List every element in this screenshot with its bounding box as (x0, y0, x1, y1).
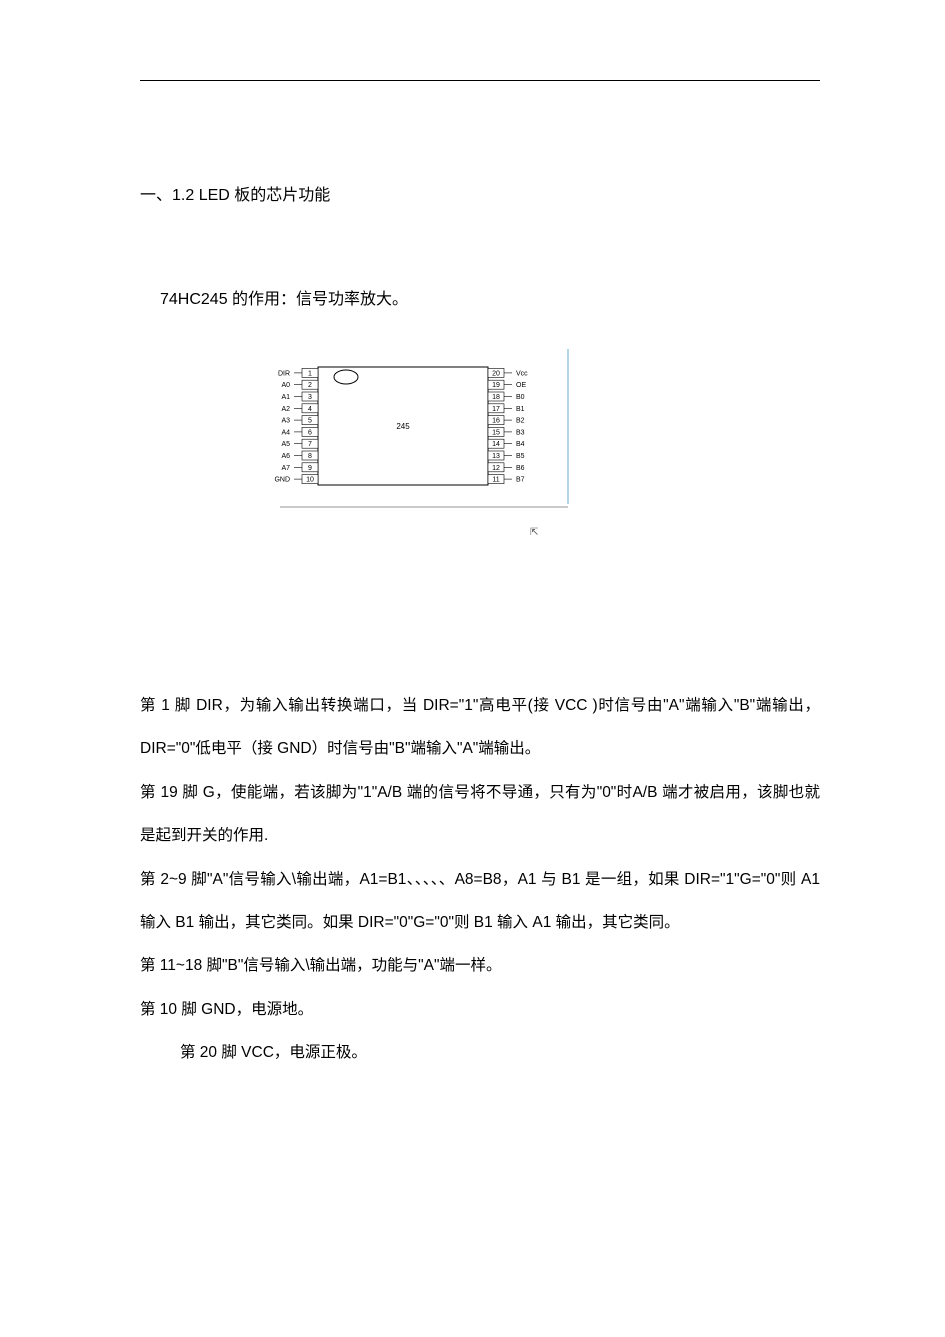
svg-text:B7: B7 (516, 477, 525, 484)
top-horizontal-rule (140, 80, 820, 81)
svg-text:A5: A5 (281, 441, 290, 448)
svg-text:4: 4 (308, 406, 312, 413)
svg-text:2: 2 (308, 382, 312, 389)
paragraph-2: 第 19 脚 G，使能端，若该脚为"1"A/B 端的信号将不导通，只有为"0"时… (140, 771, 820, 858)
svg-text:11: 11 (492, 477, 499, 484)
svg-text:B3: B3 (516, 429, 525, 436)
paragraph-4: 第 11~18 脚"B"信号输入\输出端，功能与"A"端一样。 (140, 944, 820, 987)
paragraph-1: 第 1 脚 DIR，为输入输出转换端口，当 DIR="1"高电平(接 VCC )… (140, 684, 820, 771)
chip-pinout-diagram: 245 1 DIR 2 A0 3 A1 4 A2 5 A3 6 A4 7 A5 8 A6 9 A7 10 GND 20 Vc… (240, 349, 820, 554)
svg-text:Vcc: Vcc (516, 370, 528, 377)
svg-text:5: 5 (308, 418, 312, 425)
svg-text:DIR: DIR (278, 370, 290, 377)
section-title: 一、1.2 LED 板的芯片功能 (140, 181, 820, 205)
svg-text:OE: OE (516, 382, 526, 389)
document-body: 一、1.2 LED 板的芯片功能 74HC245 的作用：信号功率放大。 245… (140, 80, 820, 1075)
svg-text:B4: B4 (516, 441, 525, 448)
svg-text:A6: A6 (281, 453, 290, 460)
svg-text:8: 8 (308, 453, 312, 460)
svg-text:B0: B0 (516, 394, 525, 401)
svg-text:A1: A1 (281, 394, 290, 401)
svg-text:A0: A0 (281, 382, 290, 389)
svg-text:14: 14 (492, 441, 500, 448)
paragraph-6: 第 20 脚 VCC，电源正极。 (140, 1031, 820, 1074)
svg-text:B2: B2 (516, 418, 525, 425)
svg-text:B5: B5 (516, 453, 525, 460)
svg-text:7: 7 (308, 441, 312, 448)
svg-text:18: 18 (492, 394, 500, 401)
svg-text:B1: B1 (516, 406, 525, 413)
svg-text:15: 15 (492, 429, 500, 436)
body-paragraphs: 第 1 脚 DIR，为输入输出转换端口，当 DIR="1"高电平(接 VCC )… (140, 684, 820, 1075)
svg-text:20: 20 (492, 370, 500, 377)
svg-text:A3: A3 (281, 418, 290, 425)
svg-text:10: 10 (306, 477, 314, 484)
paragraph-3: 第 2~9 脚"A"信号输入\输出端，A1=B1、、、、、A8=B8，A1 与 … (140, 858, 820, 945)
svg-text:13: 13 (492, 453, 500, 460)
paragraph-5: 第 10 脚 GND，电源地。 (140, 988, 820, 1031)
svg-text:6: 6 (308, 429, 312, 436)
svg-text:17: 17 (492, 406, 500, 413)
svg-text:B6: B6 (516, 465, 525, 472)
svg-text:A4: A4 (281, 429, 290, 436)
chip-svg: 245 1 DIR 2 A0 3 A1 4 A2 5 A3 6 A4 7 A5 8 A6 9 A7 10 GND 20 Vc… (240, 349, 570, 549)
svg-text:⇱: ⇱ (530, 527, 538, 538)
svg-text:12: 12 (492, 465, 500, 472)
svg-text:3: 3 (308, 394, 312, 401)
svg-text:245: 245 (396, 422, 410, 431)
svg-text:1: 1 (308, 370, 312, 377)
svg-text:A2: A2 (281, 406, 290, 413)
svg-text:A7: A7 (281, 465, 290, 472)
svg-text:16: 16 (492, 418, 500, 425)
chip-function-text: 74HC245 的作用：信号功率放大。 (160, 285, 820, 309)
svg-text:GND: GND (274, 477, 290, 484)
svg-text:19: 19 (492, 382, 500, 389)
svg-text:9: 9 (308, 465, 312, 472)
